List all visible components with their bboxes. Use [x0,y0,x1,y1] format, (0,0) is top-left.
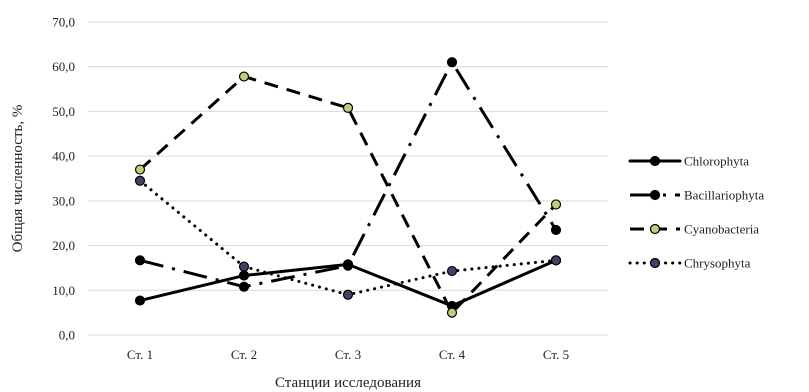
series-line [139,60,558,289]
data-point [550,255,562,266]
legend-item: Chlorophyta [628,154,749,169]
series-chrysophyta [134,175,562,300]
data-point [342,260,354,271]
data-point [134,175,146,186]
series-bacillariophyta [134,57,562,292]
x-tick-label: Ст. 1 [127,347,153,362]
x-tick-label: Ст. 4 [439,347,466,362]
data-point [550,199,562,210]
legend-marker [649,189,661,201]
data-point [446,307,458,318]
y-tick-label: 20,0 [52,238,75,253]
x-tick-label: Ст. 5 [543,347,569,362]
legend-label: Chlorophyta [684,154,749,169]
legend-item: Cyanobacteria [630,222,759,237]
data-point [238,281,250,292]
x-axis-title: Станции исследования [275,375,421,391]
x-tick-label: Ст. 2 [231,347,257,362]
legend-marker [649,223,661,235]
data-point [134,255,146,266]
y-axis-title: Общая численность, % [10,105,26,253]
series-cyanobacteria [134,71,562,318]
legend: Chlorophyta Bacillariophyta Cyanobacteria C… [628,154,764,271]
y-tick-label: 10,0 [52,283,75,298]
data-point [550,224,562,236]
data-point [342,102,354,113]
grid [88,21,608,336]
series-line [139,75,558,315]
legend-label: Cyanobacteria [684,222,759,237]
data-point [238,270,250,281]
data-point [446,57,458,68]
legend-marker [649,257,661,269]
legend-label: Chrysophyta [684,256,751,271]
y-tick-label: 40,0 [52,149,75,164]
data-point [134,164,146,175]
y-tick-label: 30,0 [52,193,75,208]
y-tick-label: 70,0 [52,15,75,30]
y-tick-label: 60,0 [52,59,75,74]
legend-item: Chrysophyta [628,256,751,271]
data-point [446,265,458,277]
data-point [238,261,250,272]
data-point [342,289,354,300]
legend-label: Bacillariophyta [684,188,764,203]
series-lines [134,57,562,318]
x-axis-ticks: Ст. 1 Ст. 2 Ст. 3 Ст. 4 Ст. 5 [127,347,569,362]
data-point [238,71,250,82]
y-axis-ticks: 0,0 10,0 20,0 30,0 40,0 50,0 60,0 70,0 [52,15,75,343]
legend-item: Bacillariophyta [630,188,764,203]
y-tick-label: 50,0 [52,104,75,119]
x-tick-label: Ст. 3 [335,347,361,362]
legend-marker [649,155,661,167]
data-point [134,295,146,306]
y-tick-label: 0,0 [59,328,75,343]
